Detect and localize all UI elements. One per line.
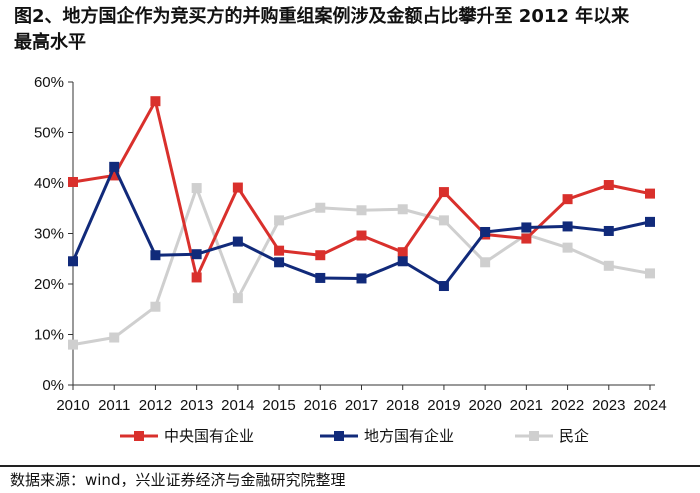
series-layer bbox=[68, 96, 655, 350]
x-tick-label: 2016 bbox=[304, 397, 337, 414]
y-tick-label: 60% bbox=[34, 74, 64, 91]
y-tick-label: 0% bbox=[42, 377, 64, 394]
x-tick-label: 2015 bbox=[262, 397, 295, 414]
x-tick-label: 2017 bbox=[345, 397, 378, 414]
legend-marker bbox=[334, 431, 344, 441]
data-point bbox=[68, 256, 78, 267]
legend-label: 民企 bbox=[559, 427, 589, 445]
axes: 0% 10% 20% 30% 40% 50% 60% 2010 2011 2012 2013 2014… bbox=[34, 74, 667, 414]
data-point bbox=[562, 221, 573, 232]
series-0 bbox=[68, 96, 655, 283]
x-tick-label: 2010 bbox=[56, 397, 89, 414]
data-point bbox=[315, 202, 326, 213]
data-point bbox=[438, 281, 449, 292]
line-chart: 0% 10% 20% 30% 40% 50% 60% 2010 2011 2012 2013 2014… bbox=[34, 74, 667, 445]
x-tick-label: 2018 bbox=[386, 397, 419, 414]
data-point bbox=[521, 222, 532, 233]
legend-label: 地方国有企业 bbox=[364, 427, 454, 445]
data-point bbox=[603, 260, 614, 271]
data-point bbox=[562, 194, 573, 205]
data-point bbox=[109, 170, 120, 181]
data-point bbox=[150, 250, 161, 261]
data-point bbox=[645, 216, 655, 227]
data-point bbox=[232, 182, 243, 193]
legend-item: 地方国有企业 bbox=[320, 427, 454, 445]
series-2 bbox=[68, 183, 655, 350]
data-point bbox=[438, 187, 449, 198]
source-note: 数据来源：wind，兴业证券经济与金融研究院整理 bbox=[10, 471, 346, 489]
y-tick-label: 30% bbox=[34, 226, 64, 243]
data-point bbox=[397, 256, 408, 267]
data-point bbox=[315, 250, 326, 261]
y-tick-label: 10% bbox=[34, 327, 64, 344]
data-point bbox=[356, 273, 367, 284]
x-tick-label: 2024 bbox=[633, 397, 666, 414]
legend-label: 中央国有企业 bbox=[164, 427, 254, 445]
x-tick-label: 2019 bbox=[427, 397, 460, 414]
data-point bbox=[645, 268, 655, 279]
chart-title-line1: 图2、地方国企作为竞买方的并购重组案例涉及金额占比攀升至 2012 年以来 bbox=[14, 6, 630, 27]
data-point bbox=[150, 301, 161, 312]
x-tick-label: 2014 bbox=[221, 397, 254, 414]
data-point bbox=[315, 272, 326, 283]
x-tick-label: 2020 bbox=[468, 397, 501, 414]
data-point bbox=[438, 215, 449, 226]
series-1 bbox=[68, 161, 655, 292]
data-point bbox=[645, 188, 655, 199]
chart-title-line2: 最高水平 bbox=[14, 32, 86, 53]
x-tick-label: 2011 bbox=[98, 397, 130, 414]
data-point bbox=[68, 339, 78, 350]
data-point bbox=[397, 204, 408, 215]
data-point bbox=[356, 205, 367, 216]
legend-item: 中央国有企业 bbox=[120, 427, 254, 445]
data-point bbox=[68, 176, 78, 187]
x-tick-label: 2023 bbox=[592, 397, 625, 414]
data-point bbox=[356, 230, 367, 241]
data-point bbox=[603, 180, 614, 191]
data-point bbox=[232, 236, 243, 247]
y-tick-label: 50% bbox=[34, 125, 64, 142]
data-point bbox=[274, 245, 285, 256]
legend-marker bbox=[529, 431, 539, 441]
data-point bbox=[232, 293, 243, 304]
x-tick-label: 2012 bbox=[139, 397, 172, 414]
x-tick-label: 2013 bbox=[180, 397, 213, 414]
data-point bbox=[274, 257, 285, 268]
data-point bbox=[150, 96, 161, 107]
data-point bbox=[191, 183, 202, 194]
legend-item: 民企 bbox=[515, 427, 589, 445]
data-point bbox=[562, 242, 573, 253]
data-point bbox=[109, 161, 120, 172]
chart-title: 图2、地方国企作为竞买方的并购重组案例涉及金额占比攀升至 2012 年以来 最高… bbox=[14, 4, 686, 56]
data-point bbox=[603, 225, 614, 236]
data-point bbox=[480, 257, 491, 268]
data-point bbox=[109, 332, 120, 343]
data-point bbox=[521, 233, 532, 244]
data-point bbox=[274, 215, 285, 226]
legend-marker bbox=[134, 431, 144, 441]
legend: 中央国有企业 地方国有企业 民企 bbox=[120, 427, 589, 445]
x-tick-label: 2022 bbox=[551, 397, 584, 414]
data-point bbox=[191, 249, 202, 260]
y-tick-label: 20% bbox=[34, 276, 64, 293]
data-point bbox=[191, 272, 202, 283]
y-tick-label: 40% bbox=[34, 175, 64, 192]
x-tick-label: 2021 bbox=[510, 397, 543, 414]
data-point bbox=[480, 226, 491, 237]
footer-divider bbox=[0, 465, 700, 467]
data-point bbox=[397, 247, 408, 258]
